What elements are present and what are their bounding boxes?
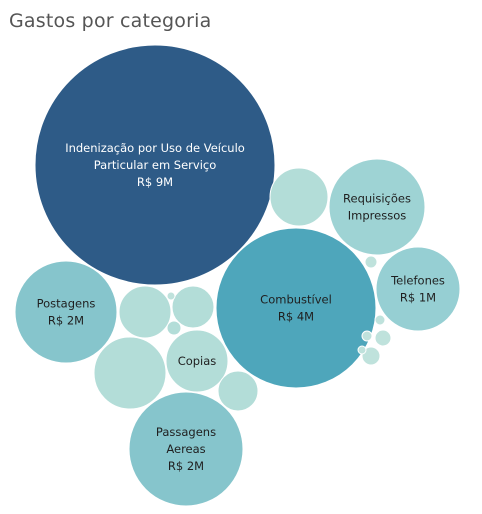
bubble-label-line: Passagens — [156, 425, 216, 439]
bubble-label-line: Requisições — [343, 192, 411, 206]
bubble-unlabeled-18[interactable] — [166, 291, 176, 301]
bubble-postagens[interactable]: Postagens R$ 2M — [14, 260, 118, 364]
bubble-label-line: Postagens — [37, 297, 96, 311]
bubble-circle-unlabeled-7[interactable] — [269, 167, 329, 227]
bubble-passagens-aereas[interactable]: Passagens Aereas R$ 2M — [128, 391, 244, 507]
bubble-label-line: Aereas — [166, 442, 205, 456]
bubble-circle-unlabeled-18[interactable] — [166, 291, 176, 301]
bubble-circle-postagens[interactable] — [14, 260, 118, 364]
bubble-label-combustivel: Combustível R$ 4M — [260, 293, 332, 324]
bubble-label-requisicoes-impressos: Requisições Impressos — [343, 192, 411, 223]
bubble-circle-unlabeled-10[interactable] — [93, 336, 167, 410]
bubble-unlabeled-16[interactable] — [374, 314, 386, 326]
bubble-unlabeled-15[interactable] — [374, 329, 392, 347]
bubble-circle-copias[interactable] — [165, 329, 229, 393]
bubble-label-line: Particular em Serviço — [94, 158, 217, 172]
bubble-label-line: Telefones — [390, 274, 445, 288]
bubble-circle-unlabeled-13[interactable] — [364, 255, 378, 269]
bubble-circle-requisicoes-impressos[interactable] — [328, 158, 426, 256]
bubble-label-telefones: Telefones R$ 1M — [390, 274, 445, 305]
bubble-unlabeled-19[interactable] — [357, 345, 367, 355]
bubble-telefones[interactable]: Telefones R$ 1M — [375, 246, 461, 332]
bubble-unlabeled-13[interactable] — [364, 255, 378, 269]
bubble-copias[interactable]: Copias — [165, 329, 229, 393]
bubble-circle-indenizacao-por-uso-de-veiculo-particular-em-servico[interactable] — [34, 44, 276, 286]
chart-title: Gastos por categoria — [9, 10, 212, 32]
bubble-combustivel[interactable]: Combustível R$ 4M — [215, 227, 377, 389]
bubble-label-line: Impressos — [348, 209, 406, 223]
bubble-circle-passagens-aereas[interactable] — [128, 391, 244, 507]
bubble-label-line: R$ 4M — [278, 310, 314, 324]
bubble-unlabeled-8[interactable] — [118, 285, 172, 339]
bubble-unlabeled-10[interactable] — [93, 336, 167, 410]
bubble-circle-unlabeled-12[interactable] — [166, 320, 182, 336]
bubble-label-line: R$ 9M — [137, 175, 173, 189]
bubble-unlabeled-11[interactable] — [217, 370, 259, 412]
bubble-label-line: R$ 2M — [168, 459, 204, 473]
bubble-label-line: R$ 1M — [400, 291, 436, 305]
bubble-label-postagens: Postagens R$ 2M — [37, 297, 96, 328]
bubble-requisicoes-impressos[interactable]: Requisições Impressos — [328, 158, 426, 256]
bubble-circle-telefones[interactable] — [375, 246, 461, 332]
bubble-unlabeled-9[interactable] — [171, 285, 215, 329]
bubble-unlabeled-17[interactable] — [361, 330, 373, 342]
bubble-label-copias: Copias — [178, 354, 217, 368]
bubble-label-line: Indenização por Uso de Veículo — [65, 141, 245, 155]
bubble-circle-combustivel[interactable] — [215, 227, 377, 389]
bubble-circle-unlabeled-14[interactable] — [361, 346, 381, 366]
bubble-label-passagens-aereas: Passagens Aereas R$ 2M — [156, 425, 216, 473]
bubble-circle-unlabeled-19[interactable] — [357, 345, 367, 355]
bubble-indenizacao-por-uso-de-veiculo-particular-em-servico[interactable]: Indenização por Uso de Veículo Particular… — [34, 44, 276, 286]
bubble-unlabeled-12[interactable] — [166, 320, 182, 336]
bubble-unlabeled-14[interactable] — [361, 346, 381, 366]
bubble-label-indenizacao-por-uso-de-veiculo-particular-em-servico: Indenização por Uso de Veículo Particular… — [65, 141, 245, 189]
bubble-unlabeled-7[interactable] — [269, 167, 329, 227]
bubble-label-line: Combustível — [260, 293, 332, 307]
bubble-circle-unlabeled-15[interactable] — [374, 329, 392, 347]
bubble-label-line: R$ 2M — [48, 314, 84, 328]
bubble-circle-unlabeled-16[interactable] — [374, 314, 386, 326]
bubble-label-line: Copias — [178, 354, 217, 368]
bubble-circle-unlabeled-17[interactable] — [361, 330, 373, 342]
bubble-circle-unlabeled-8[interactable] — [118, 285, 172, 339]
bubble-circle-unlabeled-9[interactable] — [171, 285, 215, 329]
bubble-circle-unlabeled-11[interactable] — [217, 370, 259, 412]
